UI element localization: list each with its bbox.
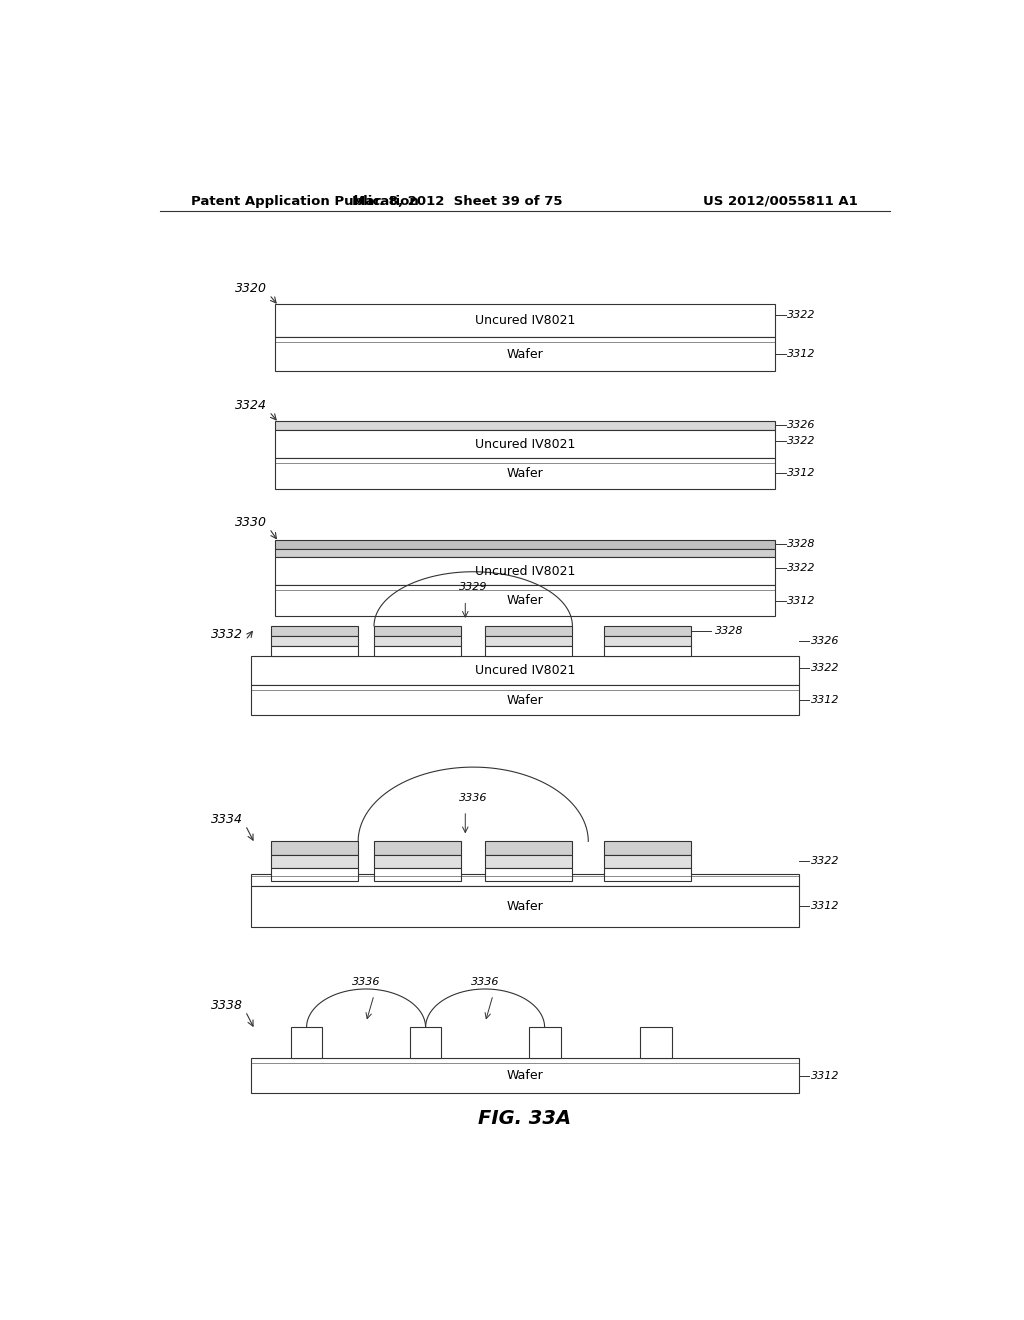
Bar — [604, 626, 691, 636]
Bar — [270, 854, 358, 867]
Text: US 2012/0055811 A1: US 2012/0055811 A1 — [703, 194, 858, 207]
Bar — [270, 841, 358, 854]
Text: 3330: 3330 — [234, 516, 267, 529]
Bar — [485, 647, 572, 656]
Bar — [270, 647, 358, 656]
Text: Wafer: Wafer — [507, 1069, 543, 1082]
Bar — [374, 854, 461, 867]
Text: 3329: 3329 — [459, 582, 487, 593]
Text: 3312: 3312 — [811, 1071, 840, 1081]
Text: 3326: 3326 — [811, 636, 840, 647]
Bar — [270, 626, 358, 636]
Text: Uncured IV8021: Uncured IV8021 — [474, 565, 575, 578]
Text: Mar. 8, 2012  Sheet 39 of 75: Mar. 8, 2012 Sheet 39 of 75 — [352, 194, 562, 207]
Bar — [374, 626, 461, 636]
Text: 3328: 3328 — [716, 626, 743, 636]
Bar — [270, 636, 358, 647]
Text: 3312: 3312 — [787, 595, 816, 606]
Bar — [604, 854, 691, 867]
Text: 3312: 3312 — [787, 348, 816, 359]
Bar — [640, 1027, 672, 1057]
Text: 3324: 3324 — [234, 399, 267, 412]
Bar — [291, 1027, 323, 1057]
Text: 3328: 3328 — [787, 539, 816, 549]
Text: 3336: 3336 — [459, 793, 487, 803]
Text: 3322: 3322 — [811, 857, 840, 866]
Text: Wafer: Wafer — [507, 347, 543, 360]
Bar — [251, 886, 799, 927]
Bar — [485, 867, 572, 880]
Text: 3312: 3312 — [811, 902, 840, 912]
Text: 3336: 3336 — [471, 977, 500, 987]
Text: 3322: 3322 — [787, 564, 816, 573]
Bar — [251, 1057, 799, 1093]
Bar — [251, 874, 799, 886]
Bar — [274, 557, 775, 585]
Bar — [251, 656, 799, 685]
Text: 3332: 3332 — [211, 627, 243, 640]
Bar — [485, 626, 572, 636]
Text: 3334: 3334 — [211, 813, 243, 825]
Bar — [274, 304, 775, 338]
Text: Uncured IV8021: Uncured IV8021 — [474, 314, 575, 327]
Bar — [374, 636, 461, 647]
Text: 3338: 3338 — [211, 998, 243, 1011]
Text: Wafer: Wafer — [507, 693, 543, 706]
Bar — [251, 685, 799, 715]
Bar — [274, 430, 775, 458]
Bar — [528, 1027, 560, 1057]
Text: Wafer: Wafer — [507, 594, 543, 607]
Bar — [274, 458, 775, 488]
Text: Uncured IV8021: Uncured IV8021 — [474, 437, 575, 450]
Bar — [410, 1027, 441, 1057]
Bar — [485, 636, 572, 647]
Bar — [604, 636, 691, 647]
Bar — [274, 338, 775, 371]
Bar — [604, 647, 691, 656]
Bar — [374, 841, 461, 854]
Bar — [604, 867, 691, 880]
Bar — [270, 867, 358, 880]
Text: Wafer: Wafer — [507, 900, 543, 913]
Text: 3336: 3336 — [352, 977, 380, 987]
Text: 3320: 3320 — [234, 282, 267, 294]
Bar — [274, 421, 775, 430]
Text: 3312: 3312 — [811, 696, 840, 705]
Bar — [485, 841, 572, 854]
Text: Wafer: Wafer — [507, 467, 543, 480]
Text: 3322: 3322 — [787, 436, 816, 446]
Bar — [274, 585, 775, 615]
Text: 3326: 3326 — [787, 420, 816, 430]
Text: 3312: 3312 — [787, 469, 816, 478]
Text: Patent Application Publication: Patent Application Publication — [191, 194, 419, 207]
Text: 3322: 3322 — [787, 310, 816, 321]
Bar — [374, 647, 461, 656]
Bar — [274, 549, 775, 557]
Text: 3322: 3322 — [811, 663, 840, 673]
Bar — [274, 540, 775, 549]
Text: FIG. 33A: FIG. 33A — [478, 1109, 571, 1129]
Bar — [374, 867, 461, 880]
Bar — [485, 854, 572, 867]
Bar — [604, 841, 691, 854]
Text: Uncured IV8021: Uncured IV8021 — [474, 664, 575, 677]
